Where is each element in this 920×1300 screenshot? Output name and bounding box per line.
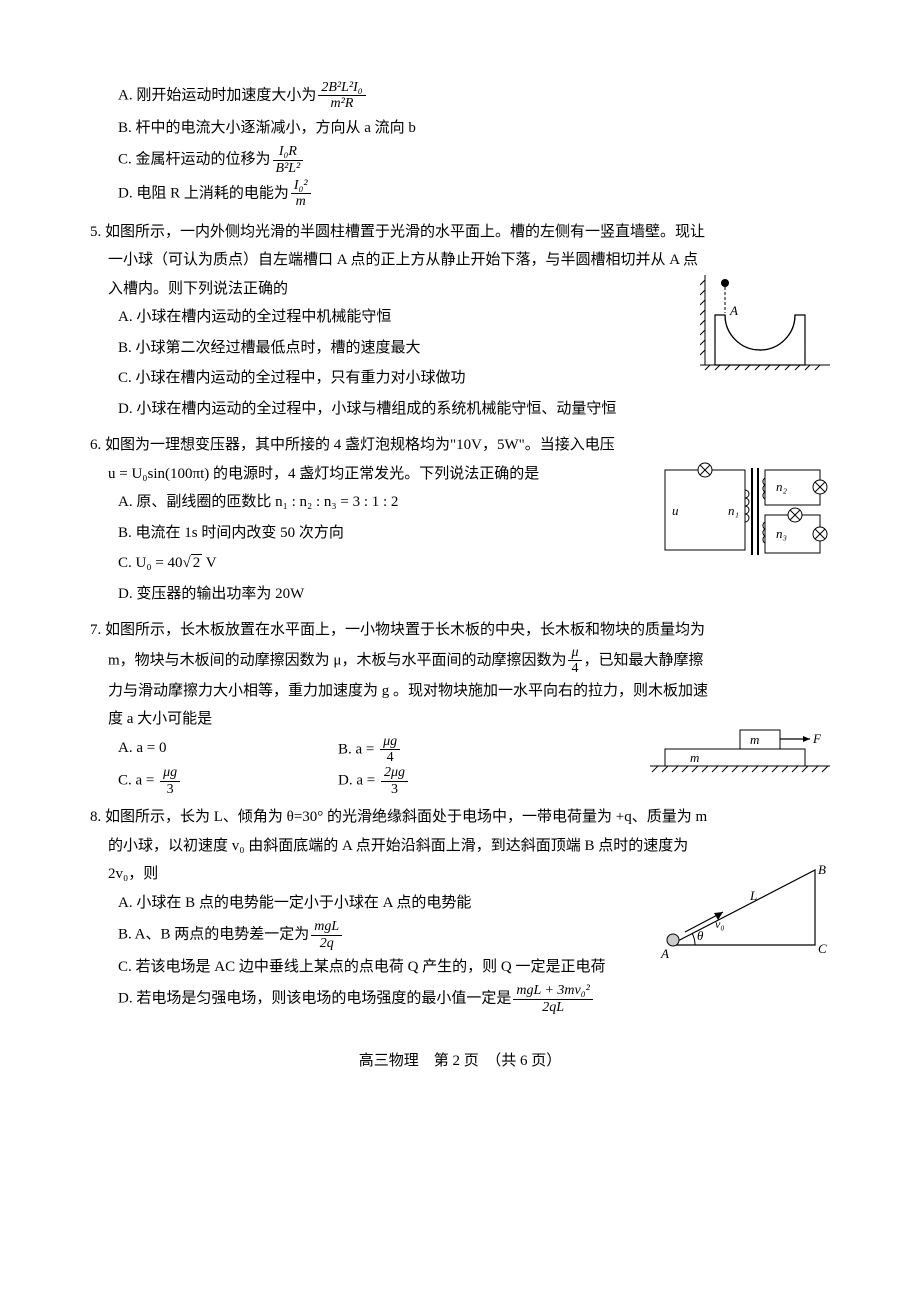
q5-stem2: 一小球（可认为质点）自左端槽口 A 点的正上方从静止开始下落，与半圆槽相切并从 … <box>108 246 830 275</box>
q8-fig-v0: v₀ <box>715 917 725 931</box>
frac-num: 2μg <box>381 765 408 781</box>
q8d-pre: D. 若电场是匀强电场，则该电场的电场强度的最小值一定是 <box>118 991 511 1007</box>
q5-fig-A: A <box>729 303 738 318</box>
q4a-frac: 2B²L²I₀m²R <box>318 80 365 112</box>
q4c-text: C. 金属杆运动的位移为 <box>118 152 271 168</box>
q7-figure: m m F <box>650 724 830 779</box>
q4d-text: D. 电阻 R 上消耗的电能为 <box>118 185 289 201</box>
frac-num: mgL <box>311 919 342 935</box>
q8-fig-theta: θ <box>697 928 704 943</box>
q7-option-c: C. a = μg3 <box>118 765 338 797</box>
q8-fig-B: B <box>818 862 826 877</box>
frac-den: 3 <box>381 782 408 797</box>
question-5: 5. 如图所示，一内外侧均光滑的半圆柱槽置于光滑的水平面上。槽的左侧有一竖直墙壁… <box>90 218 830 426</box>
frac-den: 4 <box>380 750 400 765</box>
frac-den: 4 <box>568 661 581 676</box>
q7-options-row2: C. a = μg3 D. a = 2μg3 <box>118 765 642 797</box>
frac-den: m <box>291 194 311 209</box>
frac-num: mgL + 3mv₀² <box>513 983 592 999</box>
q8b-pre: B. A、B 两点的电势差一定为 <box>118 927 309 943</box>
q7c-pre: C. a = <box>118 773 158 789</box>
question-8: 8. 如图所示，长为 L、倾角为 θ=30° 的光滑绝缘斜面处于电场中，一带电荷… <box>90 803 830 1017</box>
q4-option-a: A. 刚开始运动时加速度大小为2B²L²I₀m²R <box>118 80 830 112</box>
q6-svg: u n₁ n₂ n₃ <box>660 460 830 565</box>
q4d-frac: I₀²m <box>291 178 311 210</box>
q7-option-b: B. a = μg4 <box>338 734 558 766</box>
q7-svg: m m F <box>650 724 830 779</box>
q8-fig-C: C <box>818 941 827 956</box>
q7-fig-m-block: m <box>750 732 759 747</box>
page-footer: 高三物理 第 2 页 （共 6 页） <box>90 1047 830 1076</box>
question-7: 7. 如图所示，长木板放置在水平面上，一小物块置于长木板的中央，长木板和物块的质… <box>90 616 830 797</box>
frac-num: I₀R <box>273 144 304 160</box>
q8b-frac: mgL2q <box>311 919 342 951</box>
q6-fig-n1: n₁ <box>728 503 739 518</box>
q7-option-d: D. a = 2μg3 <box>338 765 558 797</box>
q4c-frac: I₀RB²L² <box>273 144 304 176</box>
frac-den: B²L² <box>273 161 304 176</box>
q4a-text: A. 刚开始运动时加速度大小为 <box>118 87 316 103</box>
radicand: 2 <box>191 554 203 571</box>
q5-svg: A <box>700 275 830 375</box>
q7s2-frac: μ4 <box>568 645 581 677</box>
q6-fig-u: u <box>672 503 679 518</box>
question-6: 6. 如图为一理想变压器，其中所接的 4 盏灯泡规格均为"10V，5W"。当接入… <box>90 431 830 610</box>
q7-stem1: 7. 如图所示，长木板放置在水平面上，一小物块置于长木板的中央，长木板和物块的质… <box>90 616 830 645</box>
q7-fig-m-board: m <box>690 750 699 765</box>
q4-option-c: C. 金属杆运动的位移为I₀RB²L² <box>118 144 830 176</box>
q6-figure: u n₁ n₂ n₃ <box>660 460 830 565</box>
q7-option-a: A. a = 0 <box>118 734 338 766</box>
q8-fig-A: A <box>660 946 669 960</box>
q7b-frac: μg4 <box>380 734 400 766</box>
frac-num: I₀² <box>291 178 311 194</box>
frac-num: 2B²L²I₀ <box>318 80 365 96</box>
q6-fig-n2: n₂ <box>776 479 788 494</box>
q8-stem1: 8. 如图所示，长为 L、倾角为 θ=30° 的光滑绝缘斜面处于电场中，一带电荷… <box>90 803 830 832</box>
frac-den: m²R <box>318 96 365 111</box>
q7-stem3: 力与滑动摩擦力大小相等，重力加速度为 g 。现对物块施加一水平向右的拉力，则木板… <box>108 677 830 706</box>
frac-den: 3 <box>160 782 180 797</box>
q8-option-d: D. 若电场是匀强电场，则该电场的电场强度的最小值一定是mgL + 3mv₀²2… <box>118 983 830 1015</box>
q7-options-row1: A. a = 0 B. a = μg4 <box>118 734 642 766</box>
q8-fig-L: L <box>749 888 757 903</box>
q6-fig-n3: n₃ <box>776 526 787 541</box>
q7d-pre: D. a = <box>338 773 379 789</box>
q7-fig-F: F <box>812 731 822 746</box>
q8-stem2: 的小球，以初速度 v₀ 由斜面底端的 A 点开始沿斜面上滑，到达斜面顶端 B 点… <box>108 832 830 861</box>
q6-stem1: 6. 如图为一理想变压器，其中所接的 4 盏灯泡规格均为"10V，5W"。当接入… <box>90 431 830 460</box>
q7s2-pre: m，物块与木板间的动摩擦因数为 μ，木板与水平面间的动摩擦因数为 <box>108 652 566 668</box>
q5-stem1: 5. 如图所示，一内外侧均光滑的半圆柱槽置于光滑的水平面上。槽的左侧有一竖直墙壁… <box>90 218 830 247</box>
q4-option-b: B. 杆中的电流大小逐渐减小，方向从 a 流向 b <box>118 114 830 143</box>
frac-den: 2qL <box>513 1000 592 1015</box>
q6-option-d: D. 变压器的输出功率为 20W <box>118 580 830 609</box>
q5-option-d: D. 小球在槽内运动的全过程中，小球与槽组成的系统机械能守恒、动量守恒 <box>118 395 830 424</box>
q5-figure: A <box>700 275 830 375</box>
q7b-pre: B. a = <box>338 741 378 757</box>
frac-num: μg <box>380 734 400 750</box>
frac-den: 2q <box>311 936 342 951</box>
q7c-frac: μg3 <box>160 765 180 797</box>
q4-option-d: D. 电阻 R 上消耗的电能为I₀²m <box>118 178 830 210</box>
q7d-frac: 2μg3 <box>381 765 408 797</box>
q8-figure: θ v₀ L A B C <box>655 860 830 960</box>
frac-num: μg <box>160 765 180 781</box>
q8d-frac: mgL + 3mv₀²2qL <box>513 983 592 1015</box>
q6c-pre: C. U₀ = 40 <box>118 555 183 571</box>
q6c-sqrt: 2 <box>183 549 203 578</box>
q7-stem2: m，物块与木板间的动摩擦因数为 μ，木板与水平面间的动摩擦因数为μ4，已知最大静… <box>108 645 830 677</box>
q7s2-post: ，已知最大静摩擦 <box>584 652 704 668</box>
question-4-options: A. 刚开始运动时加速度大小为2B²L²I₀m²R B. 杆中的电流大小逐渐减小… <box>90 80 830 212</box>
q6c-post: V <box>202 555 216 571</box>
frac-num: μ <box>568 645 581 661</box>
q8-svg: θ v₀ L A B C <box>655 860 830 960</box>
